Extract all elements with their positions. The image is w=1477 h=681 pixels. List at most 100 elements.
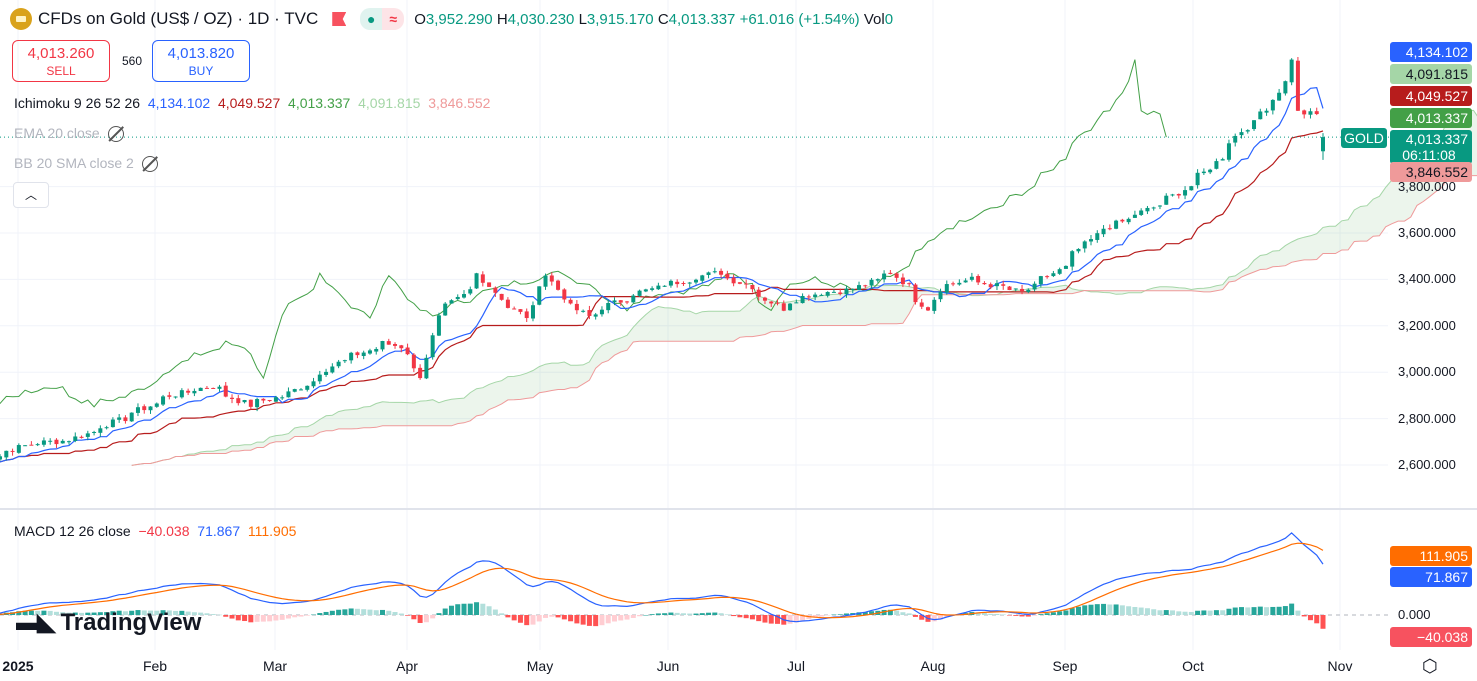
ohlc-readout: O3,952.290 H4,030.230 L3,915.170 C4,013.… xyxy=(414,10,894,28)
macd-histogram-bar xyxy=(643,614,649,616)
macd-histogram-bar xyxy=(191,612,197,615)
macd-histogram-bar xyxy=(1107,604,1113,615)
candle-body xyxy=(825,291,830,296)
candle xyxy=(242,399,247,404)
tradingview-logo[interactable]: ▬◣ TradingView xyxy=(16,608,202,637)
macd-histogram-bar xyxy=(104,612,110,615)
candle xyxy=(1007,286,1012,291)
buy-button[interactable]: 4,013.820 BUY xyxy=(152,40,250,82)
sell-button[interactable]: 4,013.260 SELL xyxy=(12,40,110,82)
candle xyxy=(719,268,724,278)
hidden-eye-icon[interactable] xyxy=(107,126,124,143)
macd-histogram-bar xyxy=(768,615,774,624)
candle xyxy=(850,288,855,294)
candle-body xyxy=(179,390,184,398)
time-axis-label: Jun xyxy=(656,658,680,674)
macd-histogram-bar xyxy=(398,613,404,615)
macd-histogram-bar xyxy=(1101,603,1107,615)
macd-histogram-bar xyxy=(737,615,743,618)
candle xyxy=(179,388,184,399)
ema-legend[interactable]: EMA 20 close xyxy=(14,125,124,143)
candles xyxy=(0,56,1325,461)
candle xyxy=(129,412,134,422)
candle-body xyxy=(455,296,460,300)
macd-histogram-bar xyxy=(517,615,523,623)
macd-histogram-bar xyxy=(1307,615,1313,621)
candle xyxy=(925,306,930,312)
macd-histogram-bar xyxy=(22,610,28,615)
candle xyxy=(462,290,467,299)
candle-body xyxy=(982,282,987,285)
candle xyxy=(167,391,172,400)
flag-icon[interactable] xyxy=(332,12,347,26)
candle-body xyxy=(1201,171,1206,174)
price-tag-value: 4,134.102 xyxy=(1405,44,1468,60)
macd-histogram-bar xyxy=(1282,606,1288,615)
macd-histogram-bar xyxy=(906,613,912,615)
candle-body xyxy=(487,282,492,287)
chevron-up-icon: ︿ xyxy=(24,188,37,202)
candle xyxy=(1101,225,1106,238)
candle-body xyxy=(355,352,360,356)
approx-icon: ≈ xyxy=(382,8,405,30)
macd-histogram-bar xyxy=(173,610,179,615)
candle-body xyxy=(324,371,329,375)
candle-body xyxy=(976,276,981,283)
candle-body xyxy=(1032,283,1037,290)
candle-body xyxy=(342,360,347,362)
macd-histogram-bar xyxy=(574,615,580,624)
candle xyxy=(1176,193,1181,199)
bb-legend[interactable]: BB 20 SMA close 2 xyxy=(14,155,158,173)
market-status[interactable]: ● ≈ xyxy=(360,8,405,30)
candle-body xyxy=(1283,81,1288,94)
candle-body xyxy=(1063,265,1068,269)
senkou-span-b xyxy=(131,175,1477,466)
macd-histogram-bar xyxy=(417,615,423,623)
macd-histogram-bar xyxy=(593,615,599,627)
hidden-eye-icon[interactable] xyxy=(141,156,158,173)
price-axis-tick: 3,000.000 xyxy=(1398,364,1456,380)
candle-body xyxy=(1126,218,1131,223)
candle xyxy=(342,359,347,363)
candle-body xyxy=(474,273,479,289)
macd-legend[interactable]: MACD 12 26 close −40.038 71.867 111.905 xyxy=(14,523,297,539)
candle-body xyxy=(1007,286,1012,291)
candle xyxy=(806,294,811,301)
candle-body xyxy=(148,406,153,411)
macd-histogram-bar xyxy=(1270,606,1276,615)
candle-body xyxy=(261,398,266,401)
candle-body xyxy=(462,294,467,298)
candle-body xyxy=(650,288,655,290)
candle xyxy=(574,300,579,315)
candle xyxy=(487,282,492,288)
macd-histogram-bar xyxy=(586,615,592,626)
candle-body xyxy=(380,341,385,350)
macd-histogram-bar xyxy=(812,615,818,618)
candle xyxy=(606,299,611,314)
price-tag-value: 3,846.552 xyxy=(1405,164,1468,180)
price-axis-tick: 2,800.000 xyxy=(1398,410,1456,426)
symbol-title[interactable]: CFDs on Gold (US$ / OZ) · 1D · TVC xyxy=(38,9,319,28)
candle xyxy=(10,448,15,456)
macd-histogram-bar xyxy=(380,609,385,615)
candle-body xyxy=(1001,284,1006,286)
macd-histogram-bar xyxy=(260,615,266,622)
candle xyxy=(762,296,767,305)
settings-icon[interactable]: ⬡ xyxy=(1422,656,1438,676)
candle xyxy=(668,279,673,288)
candle xyxy=(211,387,216,389)
candle xyxy=(292,388,297,393)
candle xyxy=(694,278,698,285)
macd-histogram-bar xyxy=(116,610,122,615)
macd-histogram-bar xyxy=(480,603,486,615)
macd-histogram-bar xyxy=(185,611,191,615)
candle xyxy=(148,406,153,414)
candle xyxy=(261,398,266,404)
candle xyxy=(863,284,868,289)
candle-body xyxy=(336,361,341,367)
ichimoku-legend[interactable]: Ichimoku 9 26 52 26 4,134.102 4,049.527 … xyxy=(14,95,491,111)
collapse-legend-button[interactable]: ︿ xyxy=(13,182,49,208)
candle-body xyxy=(1089,239,1094,242)
candle xyxy=(505,297,510,309)
